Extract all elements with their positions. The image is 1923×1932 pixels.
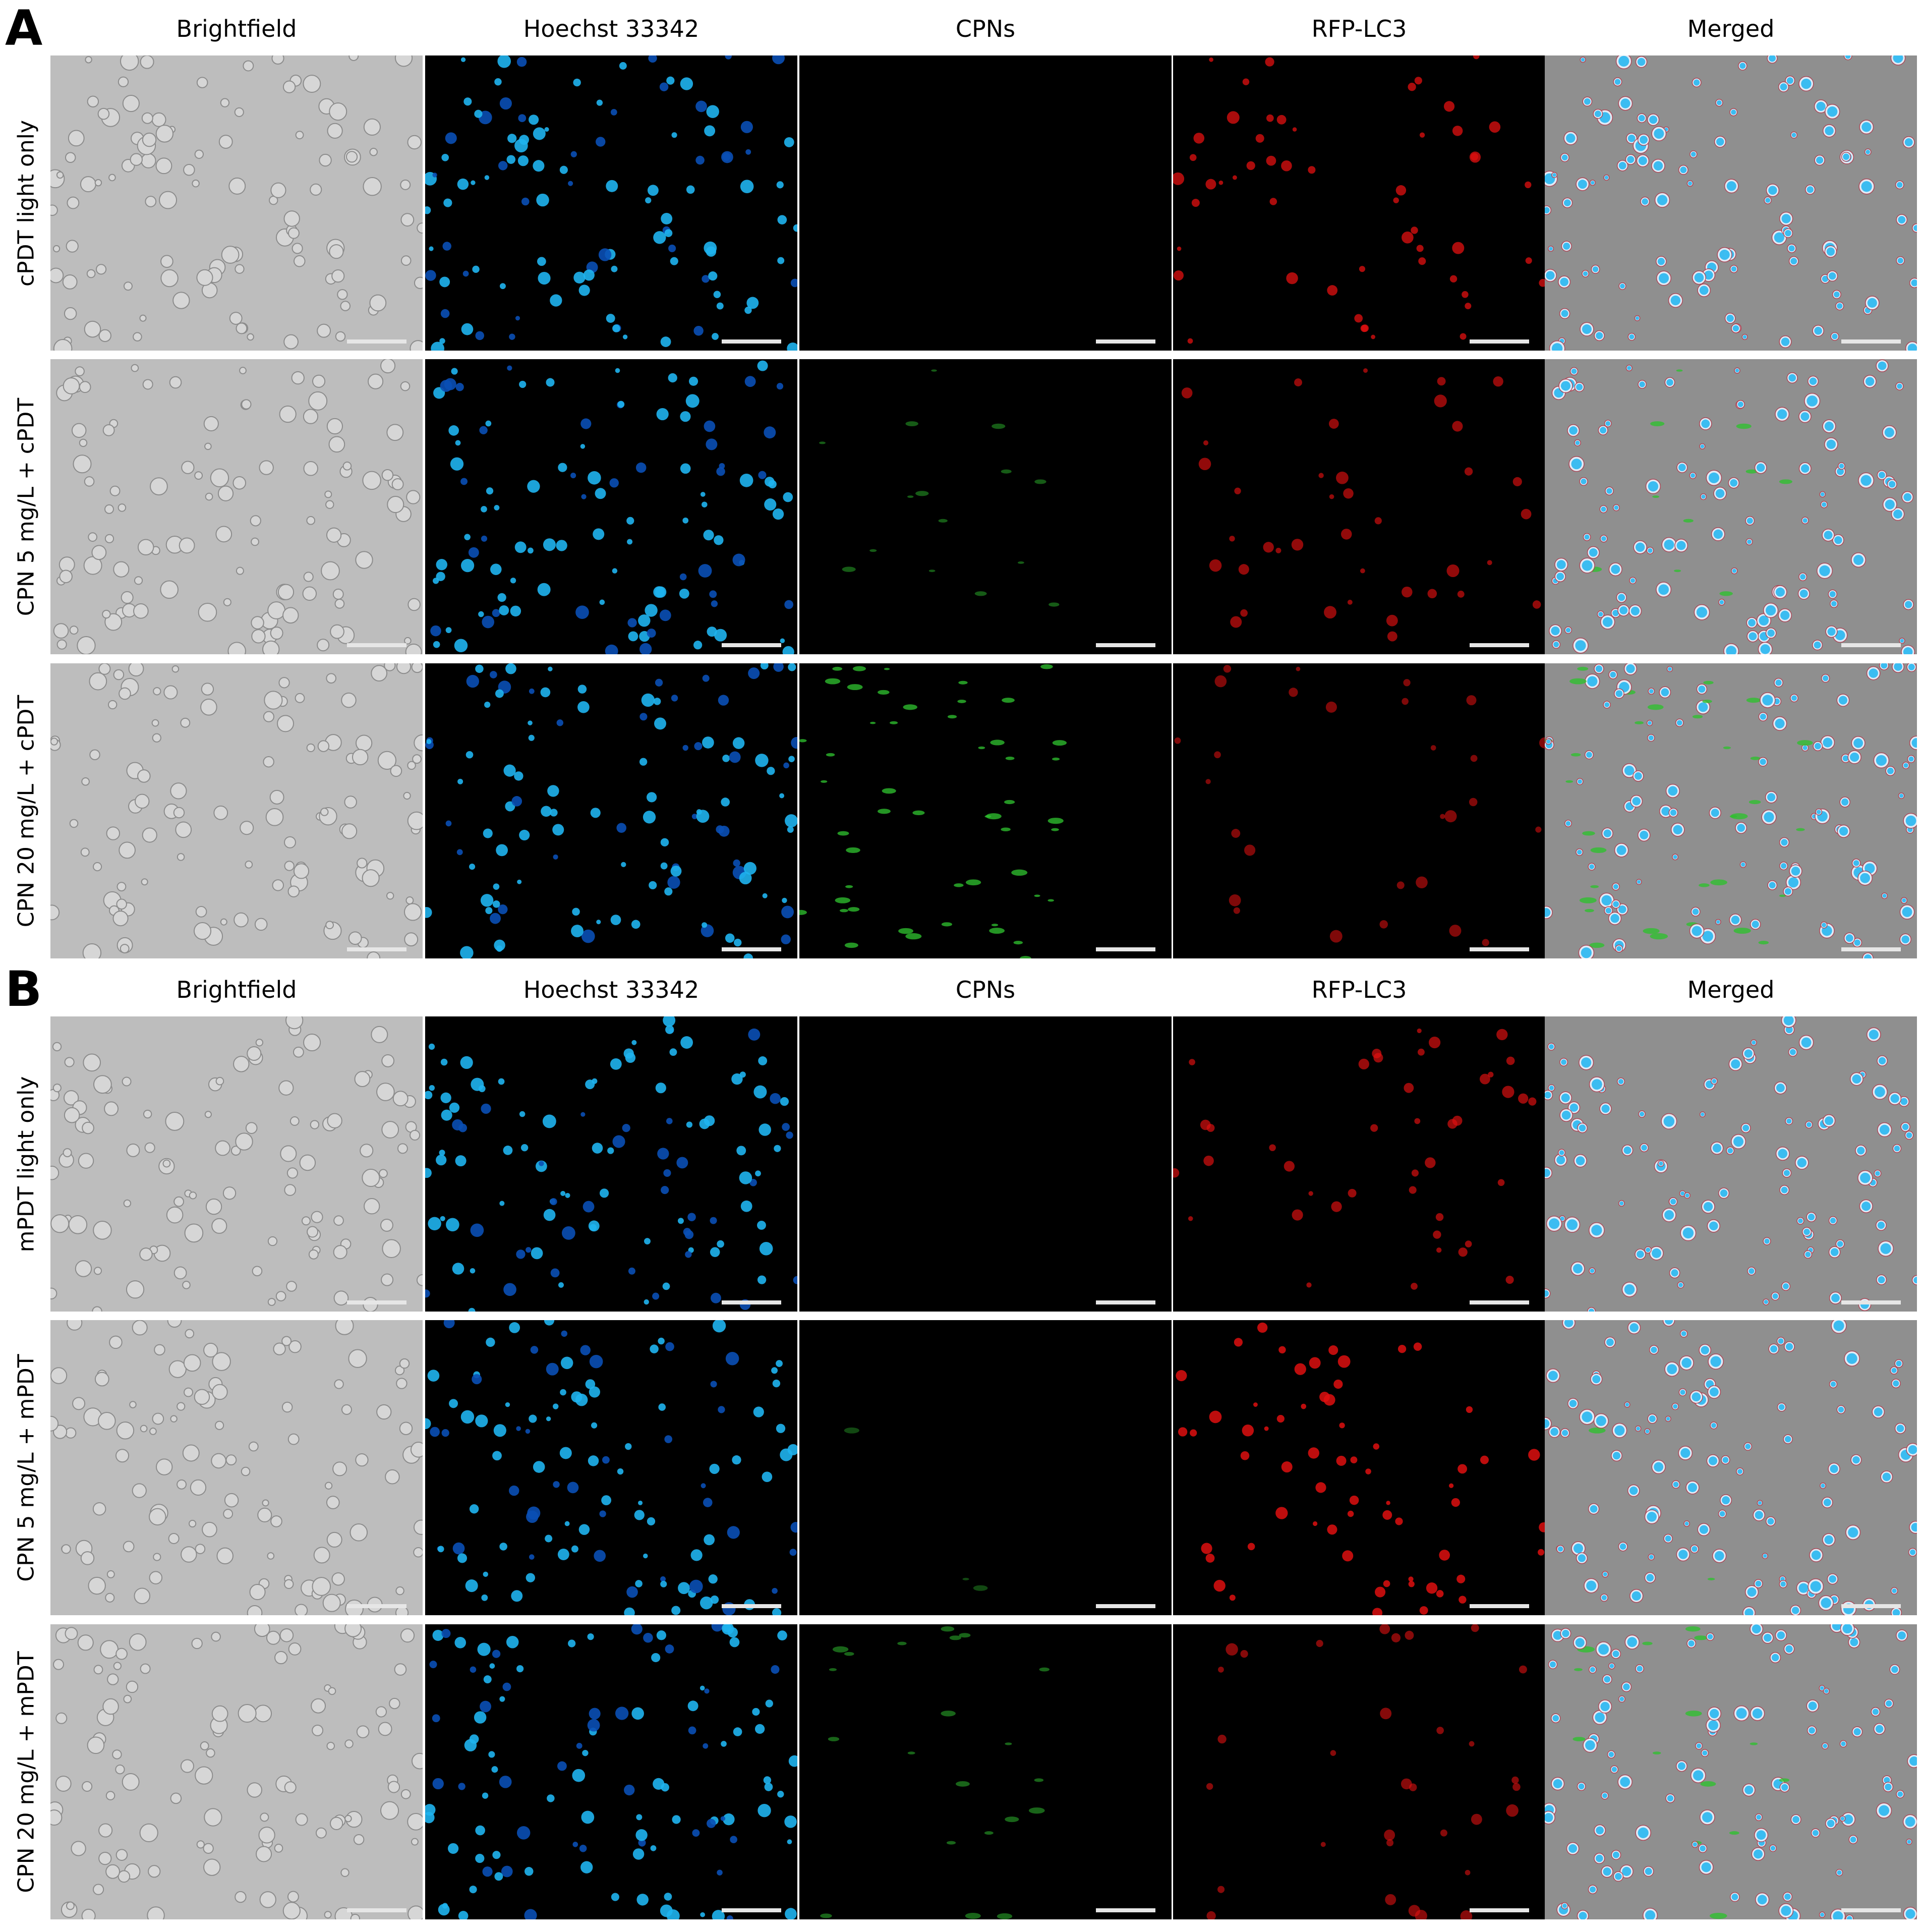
rfp-lc3-image-p0-r1 <box>1173 359 1545 654</box>
merged-image-p0-r2 <box>1545 663 1917 958</box>
scale-bar-icon <box>1096 643 1155 647</box>
hoechst-image-p0-r1 <box>425 359 797 654</box>
column-title: CPNs <box>955 15 1016 42</box>
row-label: mPDT light only <box>13 1076 39 1252</box>
brightfield-image-p1-r1 <box>50 1320 423 1615</box>
panel-letter: B <box>5 961 42 1017</box>
merged-image-p1-r0 <box>1545 1016 1917 1312</box>
scale-bar-icon <box>1841 947 1901 951</box>
scale-bar-icon <box>1841 1300 1901 1304</box>
merged-image-p1-r1 <box>1545 1320 1917 1615</box>
scale-bar-icon <box>1470 339 1529 344</box>
scale-bar-icon <box>722 1604 781 1608</box>
cpn-image-p0-r0 <box>799 55 1172 351</box>
brightfield-image-p1-r2 <box>50 1624 423 1919</box>
scale-bar-icon <box>1096 947 1155 951</box>
scale-bar-icon <box>1841 643 1901 647</box>
row-label: CPN 20 mg/L + cPDT <box>13 695 39 927</box>
scale-bar-icon <box>1841 1604 1901 1608</box>
scale-bar-icon <box>722 1300 781 1304</box>
scale-bar-icon <box>1096 1604 1155 1608</box>
column-title: Hoechst 33342 <box>523 976 700 1003</box>
column-title: CPNs <box>955 976 1016 1003</box>
rfp-lc3-image-p1-r0 <box>1173 1016 1545 1312</box>
merged-image-p0-r1 <box>1545 359 1917 654</box>
scale-bar-icon <box>347 339 406 344</box>
hoechst-image-p1-r2 <box>425 1624 797 1919</box>
hoechst-image-p1-r0 <box>425 1016 797 1312</box>
scale-bar-icon <box>722 1908 781 1912</box>
scale-bar-icon <box>722 643 781 647</box>
scale-bar-icon <box>1841 1908 1901 1912</box>
scale-bar-icon <box>347 1908 406 1912</box>
rfp-lc3-image-p1-r2 <box>1173 1624 1545 1919</box>
cpn-image-p0-r2 <box>799 663 1172 958</box>
panel-letter: A <box>5 0 43 56</box>
brightfield-image-p1-r0 <box>50 1016 423 1312</box>
rfp-lc3-image-p0-r2 <box>1173 663 1545 958</box>
scale-bar-icon <box>1470 1604 1529 1608</box>
scale-bar-icon <box>1096 1300 1155 1304</box>
merged-image-p1-r2 <box>1545 1624 1917 1919</box>
column-title: Merged <box>1687 976 1775 1003</box>
scale-bar-icon <box>1096 1908 1155 1912</box>
row-label: CPN 5 mg/L + mPDT <box>13 1353 39 1582</box>
cpn-image-p1-r1 <box>799 1320 1172 1615</box>
scale-bar-icon <box>722 947 781 951</box>
scale-bar-icon <box>347 1300 406 1304</box>
hoechst-image-p1-r1 <box>425 1320 797 1615</box>
column-title: Brightfield <box>176 976 297 1003</box>
cpn-image-p0-r1 <box>799 359 1172 654</box>
row-label: CPN 20 mg/L + mPDT <box>13 1651 39 1893</box>
scale-bar-icon <box>722 339 781 344</box>
brightfield-image-p0-r2 <box>50 663 423 958</box>
column-title: Brightfield <box>176 15 297 42</box>
cpn-image-p1-r0 <box>799 1016 1172 1312</box>
merged-image-p0-r0 <box>1545 55 1917 351</box>
scale-bar-icon <box>1841 339 1901 344</box>
rfp-lc3-image-p0-r0 <box>1173 55 1545 351</box>
cpn-image-p1-r2 <box>799 1624 1172 1919</box>
scale-bar-icon <box>347 1604 406 1608</box>
scale-bar-icon <box>347 947 406 951</box>
column-title: Merged <box>1687 15 1775 42</box>
rfp-lc3-image-p1-r1 <box>1173 1320 1545 1615</box>
scale-bar-icon <box>1470 1908 1529 1912</box>
hoechst-image-p0-r2 <box>425 663 797 958</box>
scale-bar-icon <box>1470 947 1529 951</box>
column-title: RFP-LC3 <box>1311 15 1407 42</box>
brightfield-image-p0-r0 <box>50 55 423 351</box>
scale-bar-icon <box>1470 643 1529 647</box>
column-title: Hoechst 33342 <box>523 15 700 42</box>
scale-bar-icon <box>1096 339 1155 344</box>
scale-bar-icon <box>347 643 406 647</box>
row-label: CPN 5 mg/L + cPDT <box>13 397 39 616</box>
scale-bar-icon <box>1470 1300 1529 1304</box>
row-label: cPDT light only <box>13 120 39 287</box>
brightfield-image-p0-r1 <box>50 359 423 654</box>
column-title: RFP-LC3 <box>1311 976 1407 1003</box>
hoechst-image-p0-r0 <box>425 55 797 351</box>
